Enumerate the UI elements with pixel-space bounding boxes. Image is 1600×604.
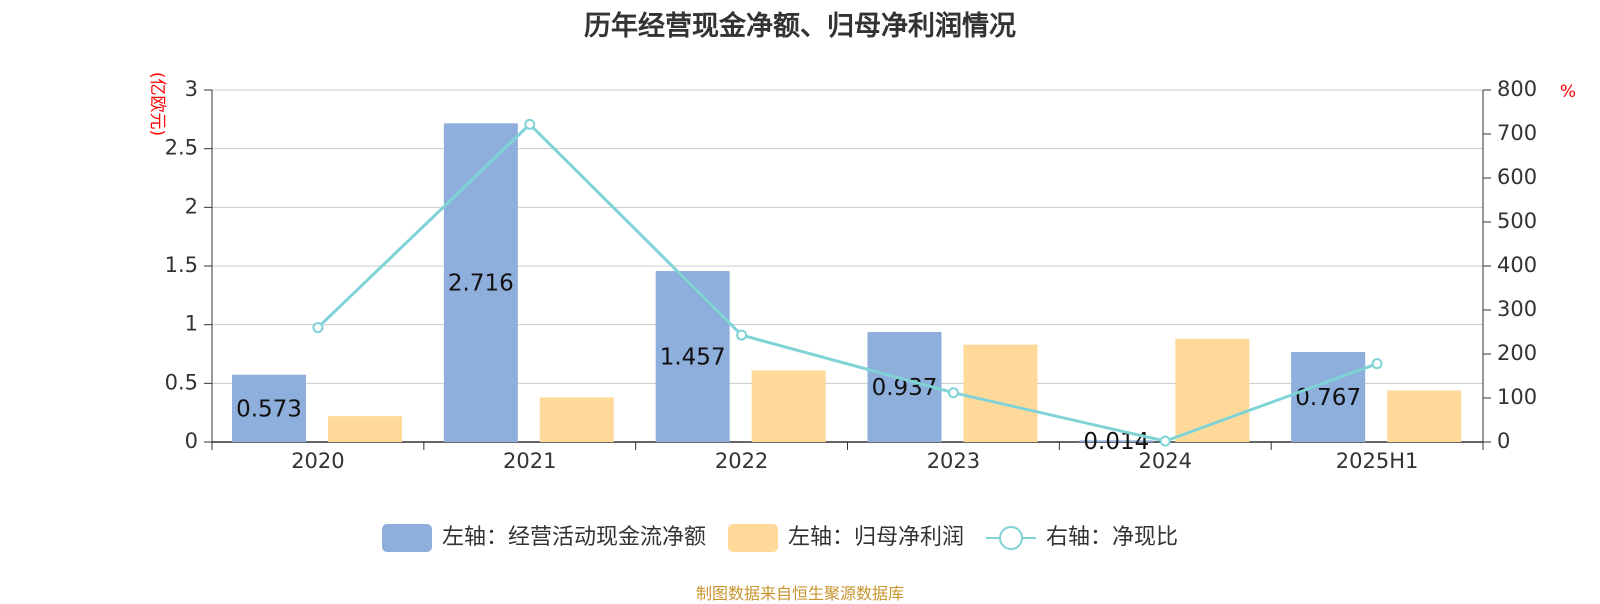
left-axis-tick-label: 1.5 xyxy=(165,253,198,277)
right-axis-tick-label: 0 xyxy=(1497,429,1510,453)
right-axis-tick-label: 500 xyxy=(1497,209,1537,233)
bar xyxy=(539,397,614,442)
line-point xyxy=(947,387,959,399)
line-point xyxy=(312,322,324,334)
bar xyxy=(1175,338,1250,442)
legend-label: 左轴：经营活动现金流净额 xyxy=(442,525,706,550)
bar xyxy=(751,370,826,442)
right-axis-tick-label: 300 xyxy=(1497,297,1537,321)
bar xyxy=(443,123,518,443)
chart-title: 历年经营现金净额、归母净利润情况 xyxy=(584,11,1016,42)
x-axis-tick-label: 2023 xyxy=(927,449,980,473)
legend-swatch xyxy=(728,524,779,552)
line-point xyxy=(1371,358,1383,370)
left-axis-unit: (亿欧元) xyxy=(147,72,167,136)
line-point xyxy=(736,329,748,341)
source-note: 制图数据来自恒生聚源数据库 xyxy=(695,584,904,603)
right-axis-tick-label: 800 xyxy=(1497,77,1537,101)
left-axis-tick-label: 0 xyxy=(185,429,198,453)
right-axis-unit: % xyxy=(1560,82,1576,102)
line-point xyxy=(524,118,536,130)
data-label: 0.014 xyxy=(1083,429,1149,455)
bar xyxy=(655,271,730,442)
bar xyxy=(328,416,402,442)
x-axis-tick-label: 2025H1 xyxy=(1336,449,1419,473)
data-label: 2.716 xyxy=(448,271,514,297)
left-axis-tick-label: 2 xyxy=(185,194,198,218)
legend-swatch-marker xyxy=(999,526,1024,550)
left-axis-tick-label: 3 xyxy=(185,77,198,101)
x-axis-tick-label: 2021 xyxy=(503,449,556,473)
bar xyxy=(232,374,306,442)
right-axis-tick-label: 400 xyxy=(1497,253,1537,277)
bar xyxy=(963,344,1038,442)
data-label: 1.457 xyxy=(660,345,726,371)
left-axis-tick-label: 1 xyxy=(185,312,198,336)
right-axis-tick-label: 600 xyxy=(1497,165,1537,189)
x-axis-tick-label: 2024 xyxy=(1139,449,1192,473)
legend-label: 左轴：归母净利润 xyxy=(788,525,964,550)
right-axis-tick-label: 700 xyxy=(1497,121,1537,145)
left-axis-tick-label: 0.5 xyxy=(165,370,198,394)
legend-swatch xyxy=(382,524,432,552)
left-axis-tick-label: 2.5 xyxy=(165,136,198,160)
x-axis-tick-label: 2022 xyxy=(715,449,768,473)
bar xyxy=(1079,440,1154,442)
right-axis-tick-label: 200 xyxy=(1497,341,1537,365)
right-axis-tick-label: 100 xyxy=(1497,385,1537,409)
legend-label: 右轴：净现比 xyxy=(1046,525,1178,550)
x-axis-tick-label: 2020 xyxy=(291,449,344,473)
line-point xyxy=(1159,435,1171,447)
bar xyxy=(1387,390,1462,442)
data-label: 0.573 xyxy=(236,396,302,422)
series-line xyxy=(316,122,1378,443)
bar xyxy=(1291,352,1366,442)
